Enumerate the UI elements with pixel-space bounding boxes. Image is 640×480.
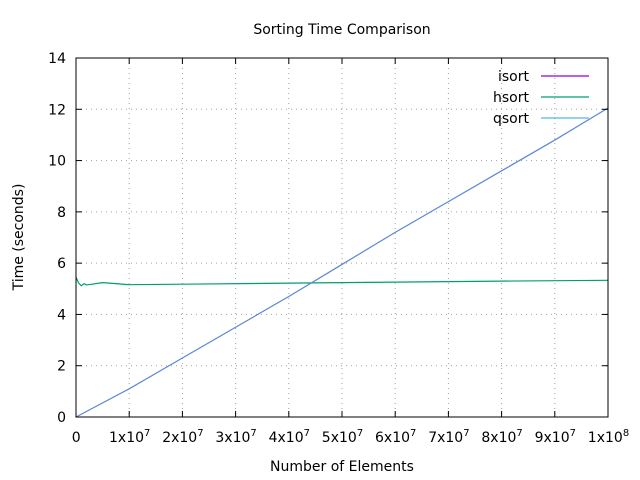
x-tick-label: 4x107 — [269, 428, 310, 446]
series-line-hsort — [75, 277, 609, 287]
y-tick-label: 0 — [57, 410, 66, 426]
x-tick-base: 4x10 — [269, 430, 304, 446]
x-tick-label: 8x107 — [481, 428, 522, 446]
x-tick-label: 1x107 — [109, 428, 150, 446]
y-tick-label: 4 — [57, 307, 66, 323]
x-tick-base: 3x10 — [215, 430, 250, 446]
x-axis-label: Number of Elements — [270, 459, 414, 475]
x-tick-base: 8x10 — [481, 430, 516, 446]
x-tick-label: 5x107 — [322, 428, 363, 446]
grid-layer — [76, 58, 608, 417]
x-tick-exponent: 7 — [463, 428, 469, 439]
x-tick-exponent: 7 — [304, 428, 310, 439]
x-tick-base: 6x10 — [375, 430, 410, 446]
series-line-qsort — [75, 107, 609, 418]
legend: isort hsort qsort — [493, 69, 589, 127]
x-tick-exponent: 7 — [357, 428, 363, 439]
x-tick-exponent: 8 — [623, 428, 629, 439]
y-tick-label: 8 — [57, 205, 66, 221]
x-tick-base: 1x10 — [109, 430, 144, 446]
x-tick-exponent: 7 — [516, 428, 522, 439]
x-tick-label: 6x107 — [375, 428, 416, 446]
x-tick-label: 9x107 — [535, 428, 576, 446]
x-tick-label: 2x107 — [162, 428, 203, 446]
x-tick-base: 0 — [72, 430, 81, 446]
x-tick-base: 7x10 — [428, 430, 463, 446]
chart-title: Sorting Time Comparison — [253, 22, 430, 38]
y-tick-label: 6 — [57, 256, 66, 272]
legend-label-hsort: hsort — [493, 90, 529, 106]
x-tick-label: 1x108 — [588, 428, 629, 446]
legend-label-qsort: qsort — [493, 111, 530, 127]
x-tick-label: 7x107 — [428, 428, 469, 446]
y-tick-label: 12 — [48, 102, 66, 118]
y-tick-label: 10 — [48, 154, 66, 170]
series-layer — [75, 107, 609, 418]
x-tick-exponent: 7 — [144, 428, 150, 439]
x-tick-exponent: 7 — [410, 428, 416, 439]
x-tick-exponent: 7 — [197, 428, 203, 439]
y-tick-label: 14 — [48, 51, 66, 67]
y-axis-label: Time (seconds) — [11, 184, 27, 292]
x-tick-base: 1x10 — [588, 430, 623, 446]
legend-label-isort: isort — [498, 69, 530, 85]
x-tick-base: 9x10 — [535, 430, 570, 446]
x-tick-base: 2x10 — [162, 430, 197, 446]
x-tick-label: 3x107 — [215, 428, 256, 446]
x-tick-label: 0 — [72, 430, 81, 446]
x-tick-base: 5x10 — [322, 430, 357, 446]
tick-layer — [75, 57, 609, 418]
y-tick-label: 2 — [57, 359, 66, 375]
x-tick-exponent: 7 — [570, 428, 576, 439]
x-tick-exponent: 7 — [250, 428, 256, 439]
